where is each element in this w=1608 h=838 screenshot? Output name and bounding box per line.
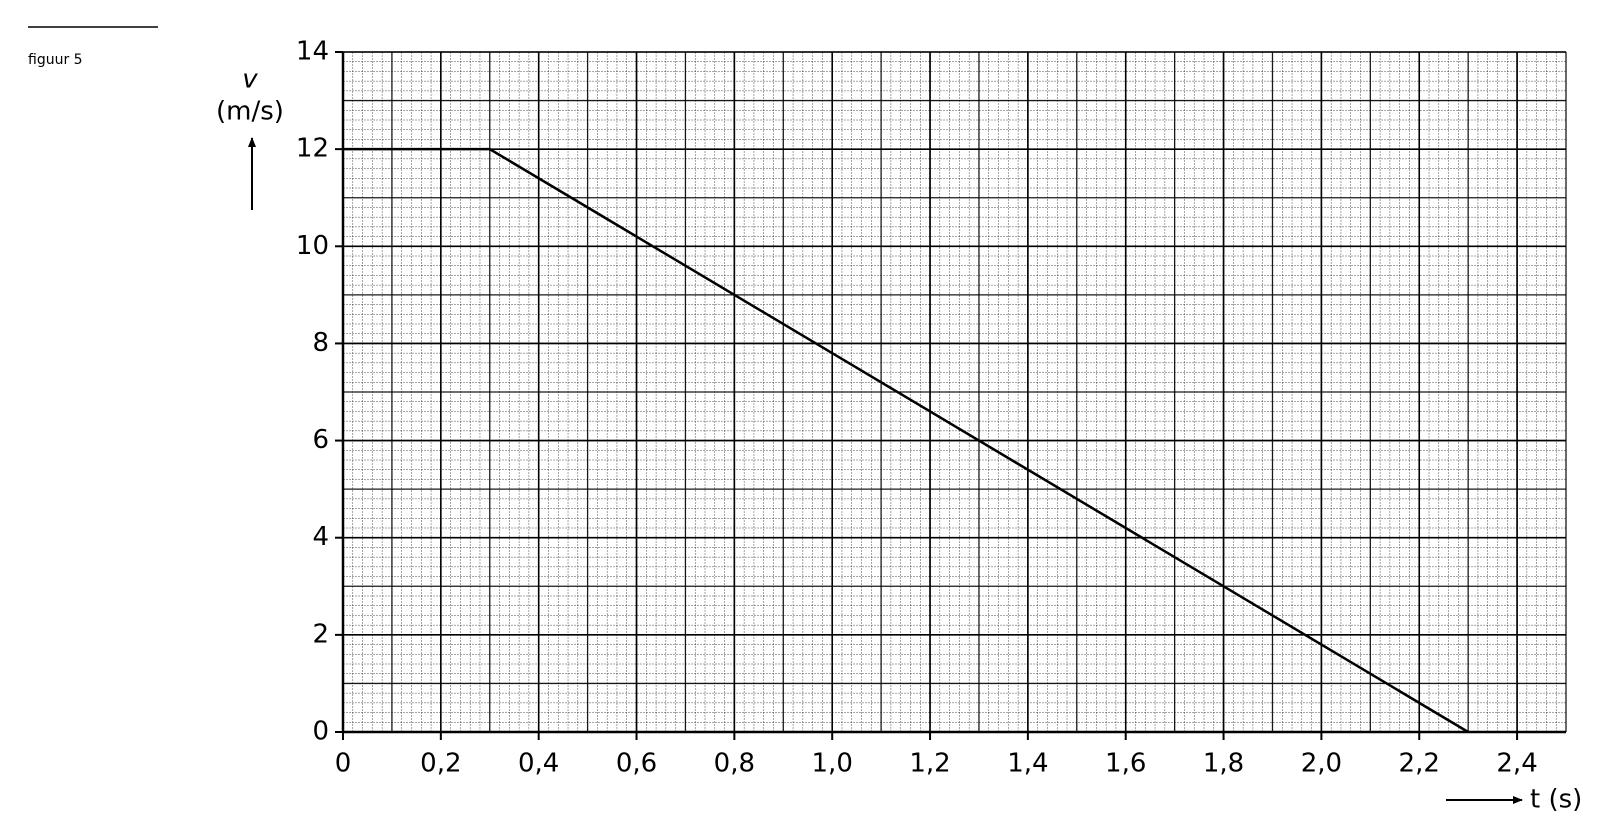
x-tick-label: 0,4 <box>518 749 559 779</box>
x-tick-label: 0,6 <box>616 749 657 779</box>
x-tick-label: 1,2 <box>909 749 950 779</box>
y-axis-label: v <box>242 65 258 95</box>
caption: figuur 5 <box>28 52 83 68</box>
y-tick-label: 2 <box>312 619 329 649</box>
y-tick-label: 4 <box>312 522 329 552</box>
data-line <box>343 147 1469 734</box>
x-tick-label: 1,6 <box>1105 749 1146 779</box>
x-tick-label: 1,4 <box>1007 749 1048 779</box>
x-tick-label: 1,8 <box>1203 749 1244 779</box>
y-tick-label: 6 <box>312 425 329 455</box>
y-tick-label: 12 <box>296 134 329 164</box>
x-tick-label: 0,2 <box>420 749 461 779</box>
grid <box>342 51 1567 733</box>
x-tick-label: 0 <box>335 749 352 779</box>
x-tick-label: 2,0 <box>1301 749 1342 779</box>
y-tick-label: 0 <box>312 717 329 747</box>
x-tick-label: 1,0 <box>812 749 853 779</box>
y-tick-label: 10 <box>296 231 329 261</box>
y-tick-label: 8 <box>312 328 329 358</box>
x-axis-label: t (s) <box>1530 785 1582 815</box>
y-tick-label: 14 <box>296 37 329 67</box>
x-tick-label: 2,4 <box>1496 749 1537 779</box>
x-tick-label: 0,8 <box>714 749 755 779</box>
y-axis-unit: (m/s) <box>216 97 284 127</box>
plot: 0 2 4 6 8 10 12 14 0 0,2 0,4 0,6 0,8 1,0 1,2 1,4 1,6 1,8 2… <box>296 37 1566 779</box>
x-tick-label: 2,2 <box>1399 749 1440 779</box>
